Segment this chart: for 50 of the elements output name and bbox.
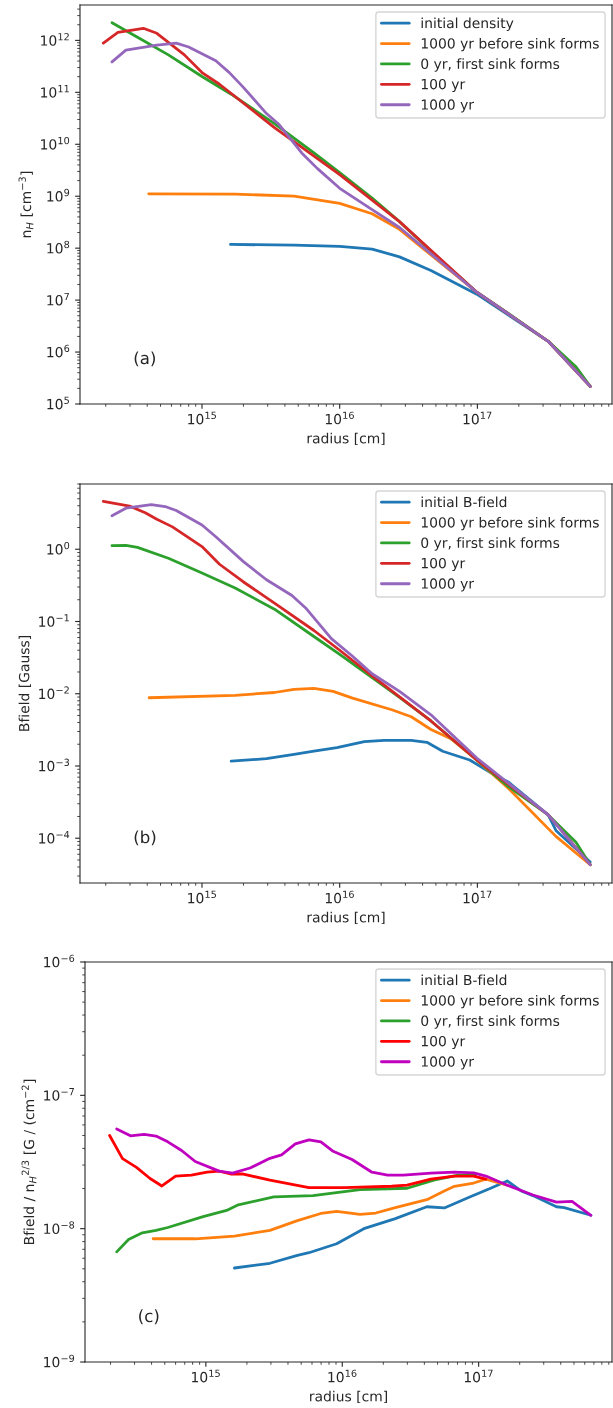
y-tick-label: 10$^{11}$ [41, 85, 69, 98]
y-tick-label: 10$^{12}$ [41, 33, 69, 46]
legend-label: 1000 yr [421, 1056, 475, 1070]
legend-label: 0 yr, first sink forms [421, 1015, 560, 1029]
x-tick-label: 10$^{15}$ [188, 890, 216, 904]
x-axis-title: radius [cm] [307, 432, 385, 446]
legend-label: initial B-field [421, 496, 507, 508]
legend-label: 0 yr, first sink forms [421, 537, 560, 551]
y-tick-label: 10$^{−8}$ [44, 1221, 75, 1235]
y-axis-title: n$_{H}$ [cm$^{−3}$] [18, 171, 34, 238]
y-tick-label: 10$^{−4}$ [39, 831, 70, 844]
annotation: (a) [134, 351, 155, 367]
x-axis-title: radius [cm] [307, 911, 385, 925]
y-tick-label: 10$^{−3}$ [39, 758, 69, 772]
y-tick-label: 10$^{−9}$ [44, 1354, 75, 1368]
y-tick-label: 10$^{6}$ [47, 344, 70, 358]
y-tick-label: 10$^{9}$ [47, 188, 70, 202]
legend-label: 1000 yr [421, 578, 475, 592]
y-tick-label: 10$^{−7}$ [44, 1088, 74, 1101]
x-axis-title: radius [cm] [310, 1390, 387, 1404]
legend-label: 100 yr [421, 1035, 466, 1050]
x-tick-label: 10$^{15}$ [192, 1369, 220, 1383]
y-axis-title: Bfield [Gauss] [18, 636, 32, 731]
x-tick-label: 10$^{17}$ [463, 411, 492, 425]
legend-label: 1000 yr before sink forms [421, 37, 599, 52]
legend-label: 0 yr, first sink forms [421, 58, 560, 72]
legend-label: 1000 yr before sink forms [421, 516, 599, 531]
y-tick-label: 10$^{5}$ [47, 396, 69, 410]
y-tick-label: 10$^{10}$ [41, 136, 70, 150]
legend-label: initial B-field [421, 974, 507, 986]
y-tick-label: 10$^{7}$ [47, 292, 69, 306]
x-tick-label: 10$^{17}$ [464, 1369, 493, 1383]
legend-label: initial density [421, 17, 514, 31]
y-axis-title: Bfield / n$_{H}$$^{2/3}$ [G / (cm$^{−2}$] [21, 1079, 37, 1245]
y-tick-label: 10$^{−6}$ [44, 954, 75, 968]
y-tick-label: 10$^{−2}$ [39, 686, 69, 700]
y-tick-label: 10$^{−1}$ [39, 614, 69, 627]
y-tick-label: 10$^{8}$ [47, 240, 70, 254]
x-tick-label: 10$^{16}$ [325, 411, 354, 425]
annotation: (c) [139, 1309, 159, 1325]
legend-label: 100 yr [421, 78, 466, 93]
legend-label: 1000 yr [421, 99, 475, 113]
legend-label: 100 yr [421, 557, 466, 572]
x-tick-label: 10$^{17}$ [463, 890, 492, 904]
y-tick-label: 10$^{0}$ [47, 541, 70, 555]
annotation: (b) [134, 830, 156, 846]
x-tick-label: 10$^{16}$ [328, 1369, 357, 1383]
x-tick-label: 10$^{15}$ [188, 411, 216, 425]
x-tick-label: 10$^{16}$ [325, 890, 354, 904]
legend-label: 1000 yr before sink forms [421, 994, 599, 1009]
